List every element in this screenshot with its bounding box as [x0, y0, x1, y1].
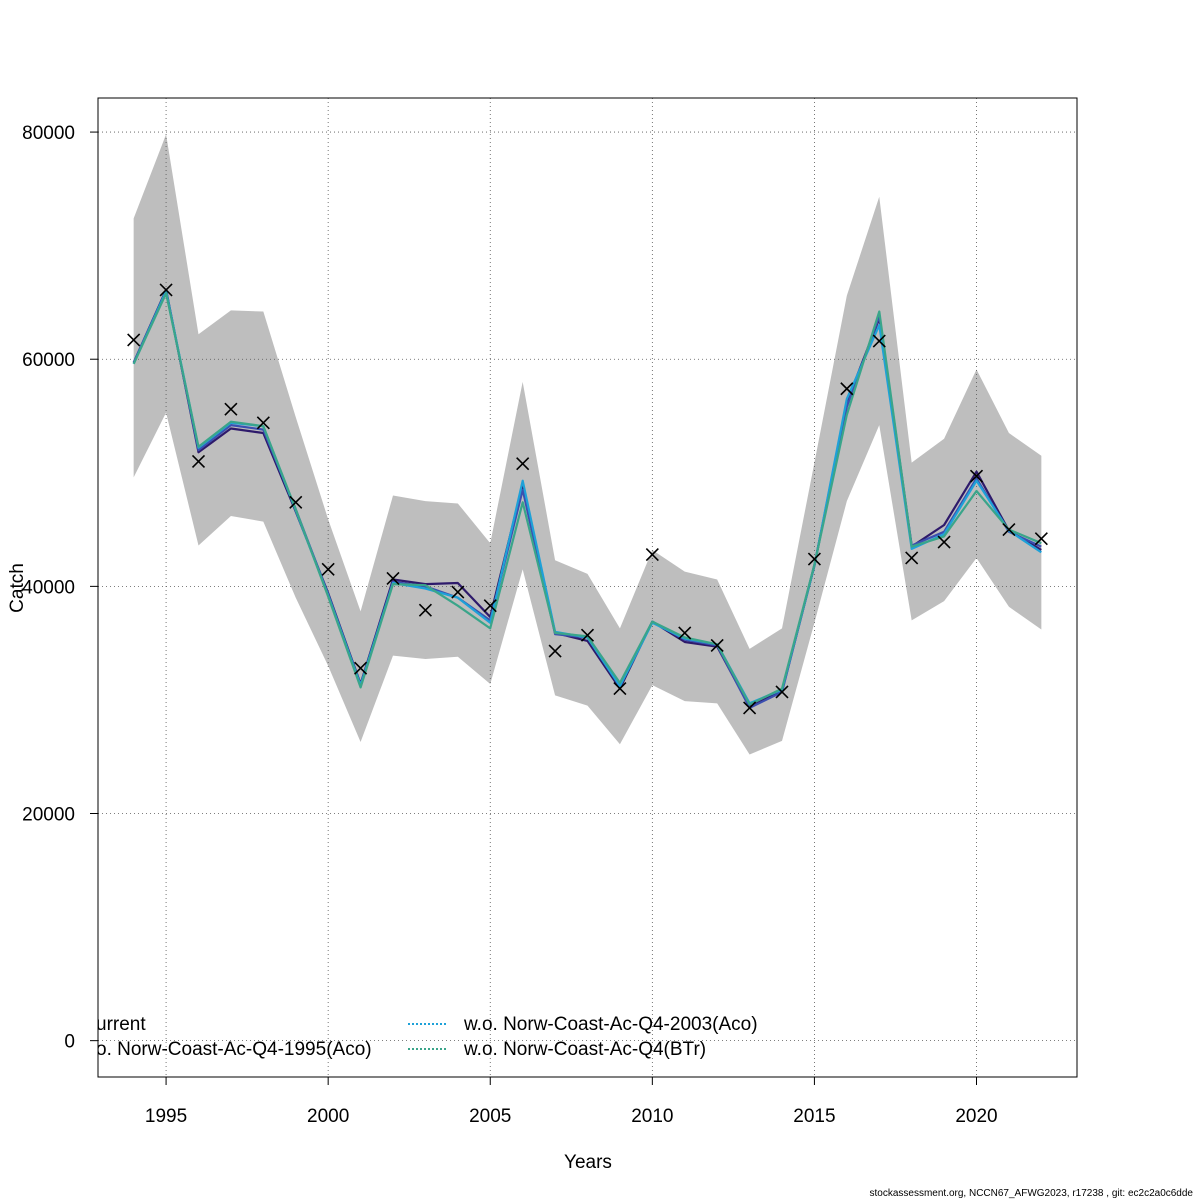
- legend-label-1: o. Norw-Coast-Ac-Q4-1995(Aco): [96, 1039, 372, 1060]
- y-tick-label-40000: 40000: [22, 577, 75, 598]
- footer-note: stockassessment.org, NCCN67_AFWG2023, r1…: [870, 1188, 1194, 1199]
- observed-point-2000: [321, 562, 335, 576]
- observed-point-2017: [872, 334, 886, 348]
- legend-label-3: w.o. Norw-Coast-Ac-Q4(BTr): [463, 1039, 706, 1060]
- observed-point-2022: [1034, 532, 1048, 546]
- observed-point-2002: [386, 571, 400, 585]
- legend-clipped-group: urrent o. Norw-Coast-Ac-Q4-1995(Aco): [96, 1014, 372, 1060]
- x-tick-label-2010: 2010: [631, 1106, 673, 1127]
- observed-point-1994: [127, 333, 141, 347]
- plot-frame: [97, 97, 1078, 1078]
- y-tick-label-20000: 20000: [22, 805, 75, 826]
- observed-point-2019: [937, 535, 951, 549]
- observed-point-2020: [969, 469, 984, 483]
- observed-point-2014: [775, 685, 789, 699]
- x-axis-label: Years: [564, 1152, 612, 1173]
- observed-point-2009: [613, 682, 627, 696]
- y-axis-label: Catch: [7, 563, 28, 613]
- confidence-band-layer: [133, 134, 1042, 755]
- observed-point-2006: [516, 457, 530, 471]
- observed-point-2007: [548, 644, 562, 658]
- observed-point-2005: [483, 599, 497, 613]
- observed-point-1998: [256, 416, 270, 430]
- observed-point-2021: [1002, 523, 1016, 537]
- observed-point-1999: [289, 495, 303, 509]
- x-tick-label-2015: 2015: [793, 1106, 835, 1127]
- observed-point-2016: [840, 382, 854, 396]
- observed-point-2003: [418, 603, 432, 617]
- x-tick-label-1995: 1995: [145, 1106, 187, 1127]
- observed-point-2013: [743, 701, 757, 715]
- y-tick-label-80000: 80000: [22, 123, 75, 144]
- observed-points-layer: [127, 283, 1048, 715]
- observed-point-1997: [224, 402, 238, 416]
- observed-point-2018: [905, 551, 919, 565]
- observed-point-2011: [678, 626, 692, 640]
- observed-point-2012: [710, 638, 724, 652]
- observed-point-2010: [645, 547, 659, 562]
- confidence-band: [133, 134, 1042, 755]
- legend-label-0: urrent: [96, 1014, 146, 1035]
- observed-point-1996: [191, 454, 206, 468]
- y-tick-label-60000: 60000: [22, 350, 75, 371]
- legend-label-2: w.o. Norw-Coast-Ac-Q4-2003(Aco): [463, 1014, 758, 1035]
- x-tick-label-2000: 2000: [307, 1106, 349, 1127]
- x-tick-label-2020: 2020: [955, 1106, 997, 1127]
- legend: urrent o. Norw-Coast-Ac-Q4-1995(Aco) w.o. …: [96, 1014, 758, 1060]
- x-axis: 1995 2000 2005 2010 2015 2020: [145, 1077, 998, 1127]
- observed-point-1995: [159, 283, 173, 297]
- observed-point-2008: [580, 628, 595, 642]
- observed-point-2015: [807, 552, 821, 566]
- x-tick-label-2005: 2005: [469, 1106, 511, 1127]
- y-axis: 0 20000 40000 60000 80000: [22, 123, 98, 1053]
- observed-point-2001: [354, 661, 368, 675]
- observed-point-2004: [451, 585, 465, 599]
- y-tick-label-0: 0: [64, 1032, 75, 1053]
